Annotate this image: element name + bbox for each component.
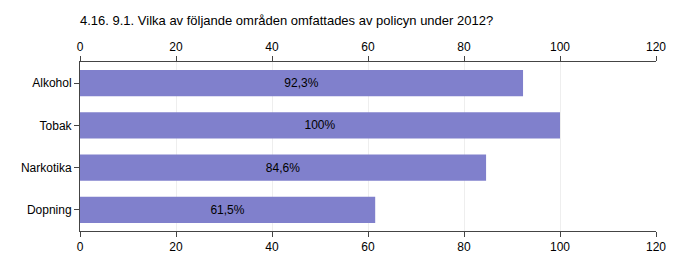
svg-text:40: 40 [265, 240, 279, 254]
svg-text:Dopning: Dopning [27, 203, 72, 217]
svg-text:Alkohol: Alkohol [32, 76, 71, 90]
svg-text:84,6%: 84,6% [266, 161, 300, 175]
svg-text:80: 80 [457, 240, 471, 254]
svg-text:120: 120 [646, 240, 666, 254]
svg-text:60: 60 [361, 240, 375, 254]
svg-text:40: 40 [265, 40, 279, 54]
svg-text:100: 100 [550, 240, 570, 254]
svg-text:Narkotika: Narkotika [21, 161, 72, 175]
svg-text:Tobak: Tobak [40, 119, 73, 133]
svg-text:92,3%: 92,3% [284, 76, 318, 90]
svg-text:120: 120 [646, 40, 666, 54]
svg-text:100%: 100% [304, 118, 335, 132]
svg-text:60: 60 [361, 40, 375, 54]
svg-text:0: 0 [77, 40, 84, 54]
svg-text:20: 20 [169, 240, 183, 254]
svg-text:100: 100 [550, 40, 570, 54]
svg-text:0: 0 [77, 240, 84, 254]
svg-text:4.16. 9.1. Vilka av följande o: 4.16. 9.1. Vilka av följande områden omf… [80, 13, 493, 28]
svg-text:80: 80 [457, 40, 471, 54]
svg-text:61,5%: 61,5% [210, 203, 244, 217]
svg-text:20: 20 [169, 40, 183, 54]
